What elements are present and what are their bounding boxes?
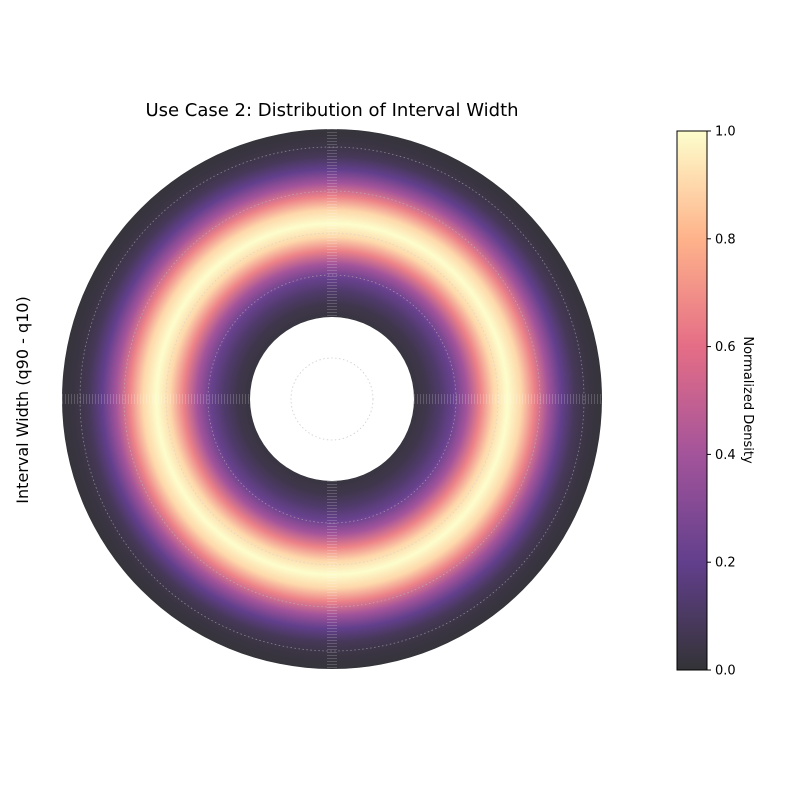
colorbar-tick-label: 0.6 [715,340,736,355]
colorbar-tick-label: 0.8 [715,232,736,247]
colorbar-bar [676,130,708,671]
colorbar-ticks: 0.0 0.2 0.4 0.6 0.8 1.0 [707,125,736,679]
inner-hole [250,317,414,481]
grid-ring [165,232,499,566]
radial-seams [62,129,602,669]
colorbar: 0.0 0.2 0.4 0.6 0.8 1.0 Normalized Density [676,125,755,679]
colorbar-tick-label: 1.0 [715,125,736,140]
colorbar-tick-label: 0.4 [715,448,736,463]
grid-ring [207,274,457,524]
polar-grid [79,146,585,652]
colorbar-tick-label: 0.2 [715,556,736,571]
colorbar-label: Normalized Density [740,336,755,464]
polar-plot [62,129,602,669]
grid-ring [123,190,541,608]
colorbar-tick-label: 0.0 [715,664,736,679]
chart-title: Use Case 2: Distribution of Interval Wid… [145,100,518,121]
grid-ring [290,357,374,441]
grid-ring [79,146,585,652]
y-axis-label: Interval Width (q90 - q10) [13,296,32,503]
